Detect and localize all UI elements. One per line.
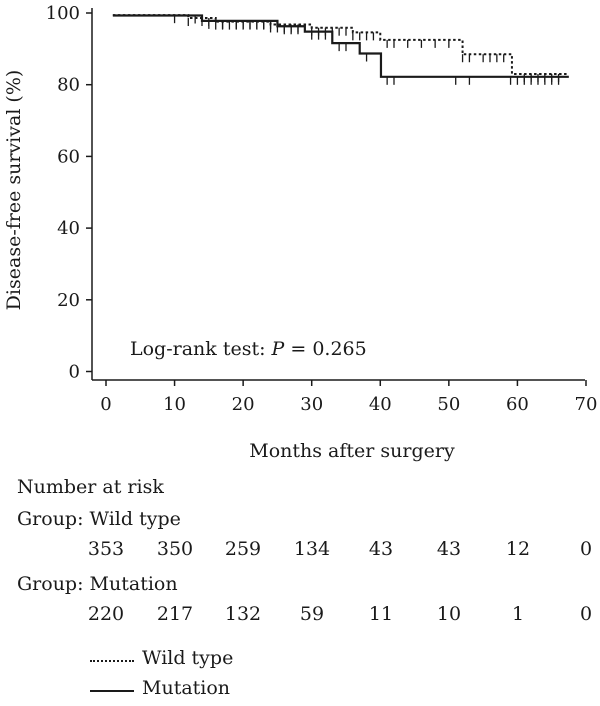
log-rank-annotation: Log-rank test: P = 0.265 <box>130 338 367 360</box>
risk-count: 12 <box>505 538 531 560</box>
x-tick-label: 30 <box>300 394 323 415</box>
series-line-mutation <box>112 14 569 78</box>
x-axis-title: Months after surgery <box>249 440 455 462</box>
x-tick-label: 0 <box>100 394 111 415</box>
risk-table-title: Number at risk <box>17 476 164 498</box>
annotation-prefix: Log-rank test: <box>130 338 272 360</box>
y-tick-label: 0 <box>69 362 80 383</box>
y-tick-label: 40 <box>57 218 80 239</box>
risk-count: 1 <box>511 603 525 625</box>
risk-count: 220 <box>87 603 125 625</box>
risk-count: 0 <box>579 603 593 625</box>
x-tick-label: 50 <box>437 394 460 415</box>
y-tick-label: 20 <box>57 290 80 311</box>
legend-label-wild-type: Wild type <box>142 647 234 669</box>
plot-area: 0 10 20 30 40 50 60 70 0 20 40 60 80 100 <box>46 3 598 415</box>
legend-label-mutation: Mutation <box>142 677 231 699</box>
km-survival-chart: 0 10 20 30 40 50 60 70 0 20 40 60 80 100 Disease-free… <box>3 3 598 462</box>
y-axis-title: Disease-free survival (%) <box>3 70 25 311</box>
risk-count: 132 <box>224 603 262 625</box>
risk-count: 217 <box>156 603 194 625</box>
risk-count: 134 <box>293 538 331 560</box>
solid-line-swatch <box>90 690 134 692</box>
y-tick-label: 80 <box>57 75 80 96</box>
series-line-wild-type <box>112 14 569 75</box>
risk-count: 10 <box>436 603 462 625</box>
annotation-p: P <box>271 338 286 360</box>
x-tick-label: 20 <box>232 394 255 415</box>
risk-count: 43 <box>436 538 462 560</box>
x-tick-label: 70 <box>575 394 598 415</box>
risk-count: 11 <box>368 603 394 625</box>
risk-count: 0 <box>579 538 593 560</box>
risk-count: 259 <box>224 538 262 560</box>
risk-group-label-mutation: Group: Mutation <box>17 573 178 595</box>
risk-count: 43 <box>368 538 394 560</box>
x-tick-label: 40 <box>369 394 392 415</box>
dotted-line-swatch <box>90 660 134 662</box>
risk-count: 59 <box>299 603 325 625</box>
x-tick-label: 10 <box>163 394 186 415</box>
risk-count: 350 <box>156 538 194 560</box>
y-tick-label: 60 <box>57 146 80 167</box>
y-tick-label: 100 <box>46 3 80 24</box>
risk-group-label-wild-type: Group: Wild type <box>17 508 181 530</box>
x-tick-label: 60 <box>506 394 529 415</box>
risk-count: 353 <box>87 538 125 560</box>
annotation-suffix: = 0.265 <box>284 338 366 360</box>
